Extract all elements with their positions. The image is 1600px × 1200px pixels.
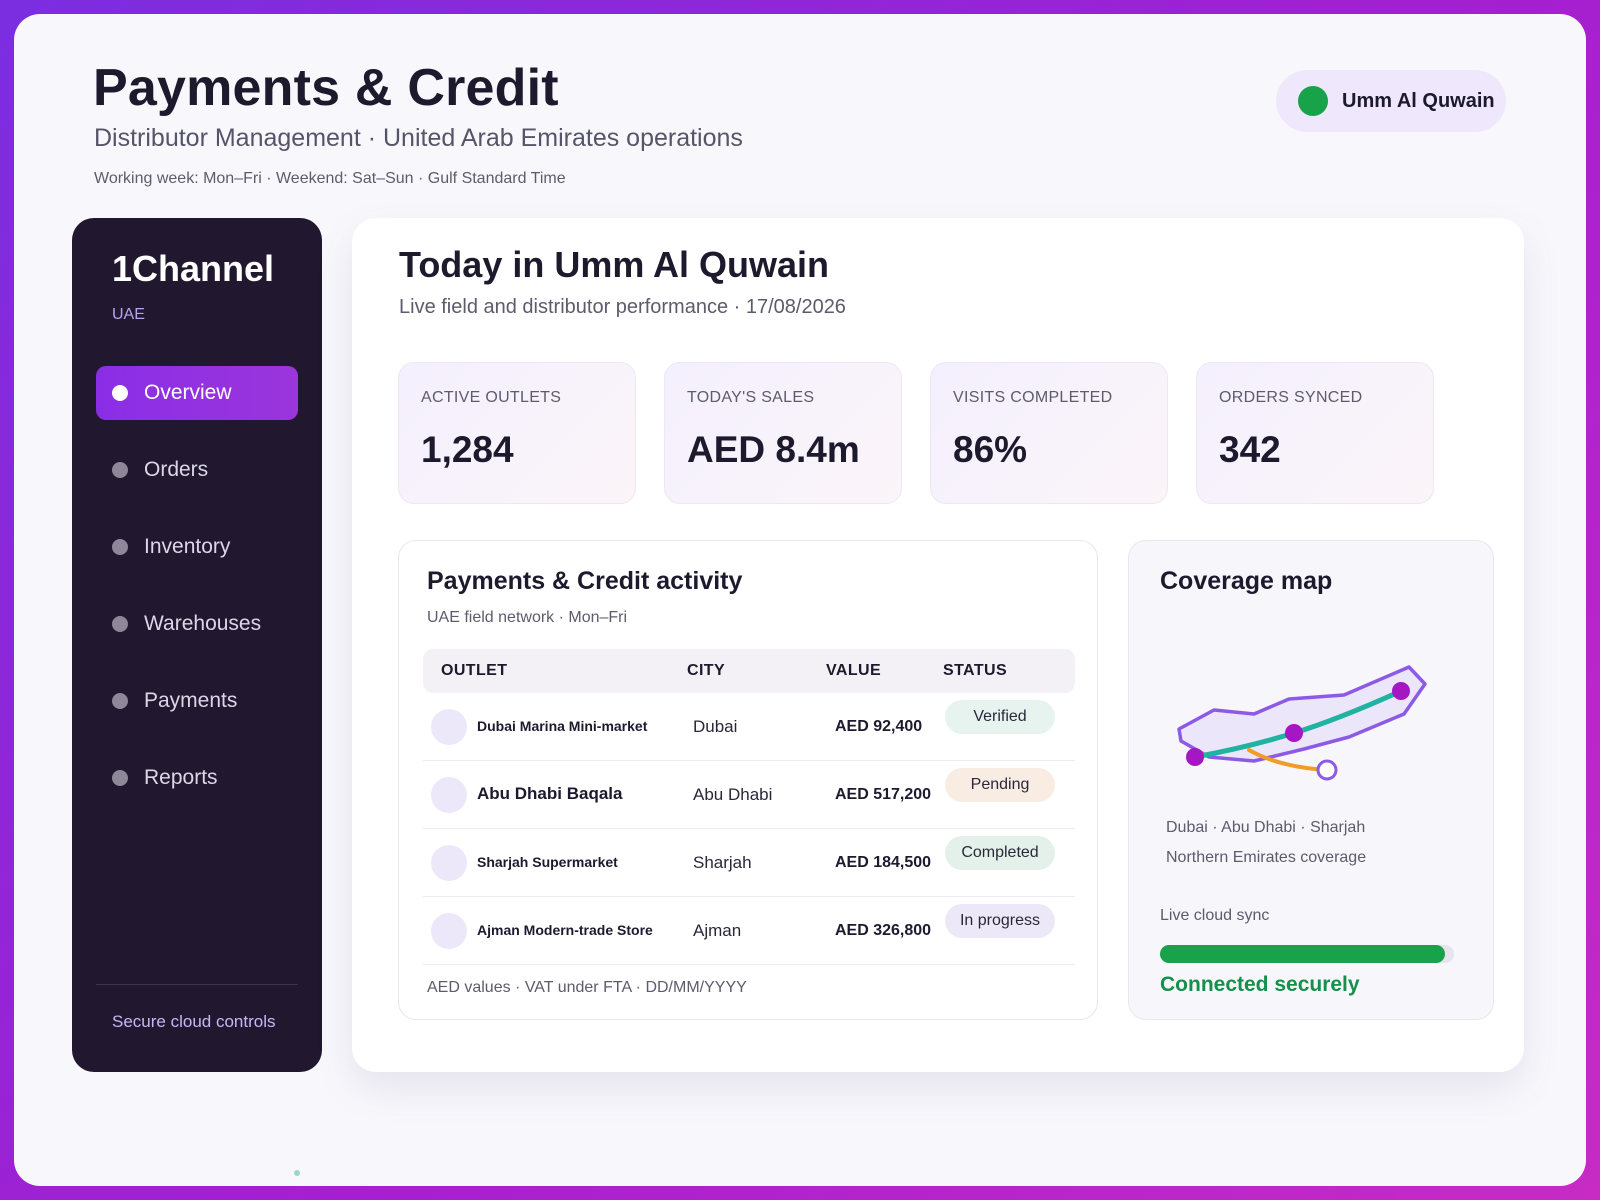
kpi-label: VISITS COMPLETED bbox=[953, 389, 1113, 406]
sidebar-item-label: Overview bbox=[144, 381, 232, 404]
activity-title: Payments & Credit activity bbox=[427, 567, 743, 595]
outlet-value: AED 92,400 bbox=[835, 718, 923, 735]
outlet-value: AED 326,800 bbox=[835, 922, 932, 939]
kpi-value: 1,284 bbox=[421, 429, 514, 470]
sidebar-divider bbox=[96, 984, 298, 985]
sidebar-item-overview[interactable]: Overview bbox=[96, 366, 298, 420]
sync-progress-fill bbox=[1160, 945, 1446, 963]
main-subtitle: Live field and distributor performance ·… bbox=[399, 296, 846, 318]
status-badge: Pending bbox=[945, 768, 1055, 802]
outlet-name: Abu Dhabi Baqala bbox=[477, 784, 623, 803]
outlet-value: AED 184,500 bbox=[835, 854, 932, 871]
decorative-dot bbox=[294, 1170, 300, 1176]
region-label: Umm Al Quwain bbox=[1342, 89, 1495, 112]
page-meta: Working week: Mon–Fri · Weekend: Sat–Sun… bbox=[94, 170, 566, 187]
brand-region: UAE bbox=[112, 306, 145, 323]
table-row[interactable]: Ajman Modern-trade Store Ajman AED 326,8… bbox=[423, 897, 1075, 965]
outlet-name: Ajman Modern-trade Store bbox=[477, 922, 653, 938]
avatar bbox=[431, 709, 467, 745]
table-body: Dubai Marina Mini-market Dubai AED 92,40… bbox=[423, 693, 1075, 965]
kpi-row: ACTIVE OUTLETS 1,284 TODAY'S SALES AED 8… bbox=[398, 362, 1434, 504]
sidebar-item-label: Payments bbox=[144, 689, 238, 712]
city-marker bbox=[1392, 682, 1410, 700]
main-panel: Today in Umm Al Quwain Live field and di… bbox=[352, 218, 1524, 1072]
sidebar-item-label: Inventory bbox=[144, 535, 231, 558]
coverage-note: Northern Emirates coverage bbox=[1166, 849, 1367, 866]
sidebar-item-label: Orders bbox=[144, 458, 209, 481]
kpi-card-todays-sales: TODAY'S SALES AED 8.4m bbox=[664, 362, 902, 504]
coverage-cities: Dubai · Abu Dhabi · Sharjah bbox=[1166, 819, 1366, 836]
kpi-value: AED 8.4m bbox=[687, 429, 860, 470]
status-badge: Verified bbox=[945, 700, 1055, 734]
kpi-label: TODAY'S SALES bbox=[687, 389, 815, 406]
kpi-card-orders-synced: ORDERS SYNCED 342 bbox=[1196, 362, 1434, 504]
dot-icon bbox=[112, 616, 128, 632]
avatar bbox=[431, 913, 467, 949]
column-header-city[interactable]: CITY bbox=[687, 662, 726, 679]
sync-label: Live cloud sync bbox=[1160, 907, 1270, 924]
dot-icon bbox=[112, 539, 128, 555]
sidebar-item-orders[interactable]: Orders bbox=[96, 443, 298, 497]
outlet-city: Ajman bbox=[693, 921, 742, 940]
avatar bbox=[431, 845, 467, 881]
coverage-map[interactable] bbox=[1169, 659, 1459, 809]
kpi-value: 342 bbox=[1219, 429, 1281, 470]
sidebar-item-inventory[interactable]: Inventory bbox=[96, 520, 298, 574]
sidebar-item-label: Reports bbox=[144, 766, 218, 789]
outlet-value: AED 517,200 bbox=[835, 786, 932, 803]
table-row[interactable]: Dubai Marina Mini-market Dubai AED 92,40… bbox=[423, 693, 1075, 761]
outlet-name: Dubai Marina Mini-market bbox=[477, 718, 648, 734]
column-header-status[interactable]: STATUS bbox=[943, 662, 1008, 679]
coverage-title: Coverage map bbox=[1160, 567, 1333, 595]
sync-progress-bar bbox=[1160, 945, 1454, 963]
activity-card: Payments & Credit activity UAE field net… bbox=[398, 540, 1098, 1020]
table-header: OUTLET CITY VALUE STATUS bbox=[423, 649, 1075, 693]
table-row[interactable]: Sharjah Supermarket Sharjah AED 184,500 … bbox=[423, 829, 1075, 897]
uae-territory-shape bbox=[1177, 665, 1427, 763]
outlet-city: Abu Dhabi bbox=[693, 785, 773, 804]
column-header-value[interactable]: VALUE bbox=[826, 662, 882, 679]
dot-icon bbox=[112, 693, 128, 709]
sync-status: Connected securely bbox=[1160, 973, 1360, 996]
kpi-value: 86% bbox=[953, 429, 1028, 470]
sidebar-nav: Overview Orders Inventory Warehouses Pay… bbox=[96, 366, 298, 828]
city-marker bbox=[1186, 748, 1204, 766]
column-header-outlet[interactable]: OUTLET bbox=[441, 662, 508, 679]
app-frame: Payments & Credit Distributor Management… bbox=[14, 14, 1586, 1186]
coverage-card: Coverage map Dubai · Abu Dhabi · Sharjah… bbox=[1128, 540, 1494, 1020]
kpi-card-active-outlets: ACTIVE OUTLETS 1,284 bbox=[398, 362, 636, 504]
activity-subtitle: UAE field network · Mon–Fri bbox=[427, 609, 628, 626]
sidebar-item-payments[interactable]: Payments bbox=[96, 674, 298, 728]
brand-logo: 1Channel bbox=[112, 248, 275, 289]
dot-icon bbox=[112, 770, 128, 786]
activity-footnote: AED values · VAT under FTA · DD/MM/YYYY bbox=[427, 979, 747, 996]
status-badge: Completed bbox=[945, 836, 1055, 870]
table-row[interactable]: Abu Dhabi Baqala Abu Dhabi AED 517,200 P… bbox=[423, 761, 1075, 829]
dot-icon bbox=[112, 462, 128, 478]
avatar bbox=[431, 777, 467, 813]
main-title: Today in Umm Al Quwain bbox=[399, 244, 830, 285]
kpi-label: ORDERS SYNCED bbox=[1219, 389, 1363, 406]
sidebar-item-reports[interactable]: Reports bbox=[96, 751, 298, 805]
status-badge: In progress bbox=[945, 904, 1055, 938]
city-marker bbox=[1285, 724, 1303, 742]
dot-icon bbox=[112, 385, 128, 401]
outlet-city: Sharjah bbox=[693, 853, 752, 872]
kpi-card-visits-completed: VISITS COMPLETED 86% bbox=[930, 362, 1168, 504]
sidebar-item-label: Warehouses bbox=[144, 612, 262, 635]
page-subtitle: Distributor Management · United Arab Emi… bbox=[94, 124, 743, 152]
status-dot-icon bbox=[1298, 86, 1328, 116]
region-selector[interactable]: Umm Al Quwain bbox=[1276, 70, 1506, 132]
city-marker-open bbox=[1316, 759, 1338, 781]
secure-cloud-link[interactable]: Secure cloud controls bbox=[112, 1012, 276, 1031]
outlet-city: Dubai bbox=[693, 717, 738, 736]
sidebar-item-warehouses[interactable]: Warehouses bbox=[96, 597, 298, 651]
kpi-label: ACTIVE OUTLETS bbox=[421, 389, 562, 406]
outlet-name: Sharjah Supermarket bbox=[477, 854, 618, 870]
page-title: Payments & Credit bbox=[93, 59, 559, 117]
sidebar: 1Channel UAE Overview Orders Inventory W… bbox=[72, 218, 322, 1072]
